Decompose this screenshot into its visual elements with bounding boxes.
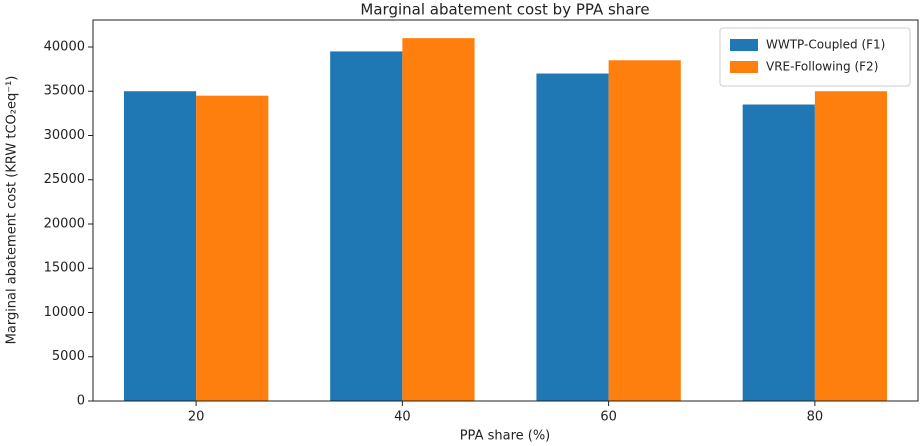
bar [196,95,269,401]
y-tick-label: 10000 [44,305,85,320]
y-tick-label: 0 [77,394,85,409]
x-tick-label: 60 [600,410,617,425]
x-tick-label: 40 [394,410,411,425]
x-tick-label: 80 [807,410,824,425]
y-tick-label: 35000 [44,84,85,99]
y-axis-label: Marginal abatement cost (KRW tCO₂eq⁻¹) [5,76,20,345]
bar [536,73,609,402]
y-tick-label: 25000 [44,172,85,187]
bar [123,91,197,402]
y-tick-label: 15000 [44,261,85,276]
legend-frame [719,27,911,87]
legend-label: VRE-Following (F2) [766,60,878,74]
plot-frame [92,19,919,402]
bar [742,104,815,401]
y-tick-label: 5000 [52,349,85,364]
legend-swatch [730,39,758,51]
y-tick-label: 30000 [44,128,85,143]
chart-title: Marginal abatement cost by PPA share [360,1,649,19]
bar [608,60,681,402]
y-tick-label: 40000 [44,39,85,54]
legend-label: WWTP-Coupled (F1) [766,38,885,52]
x-axis-label: PPA share (%) [460,429,551,444]
x-tick-label: 20 [188,410,205,425]
legend-swatch [730,61,758,73]
bar [402,38,475,402]
bar [330,51,403,401]
bar [814,91,888,402]
y-tick-label: 20000 [44,216,85,231]
